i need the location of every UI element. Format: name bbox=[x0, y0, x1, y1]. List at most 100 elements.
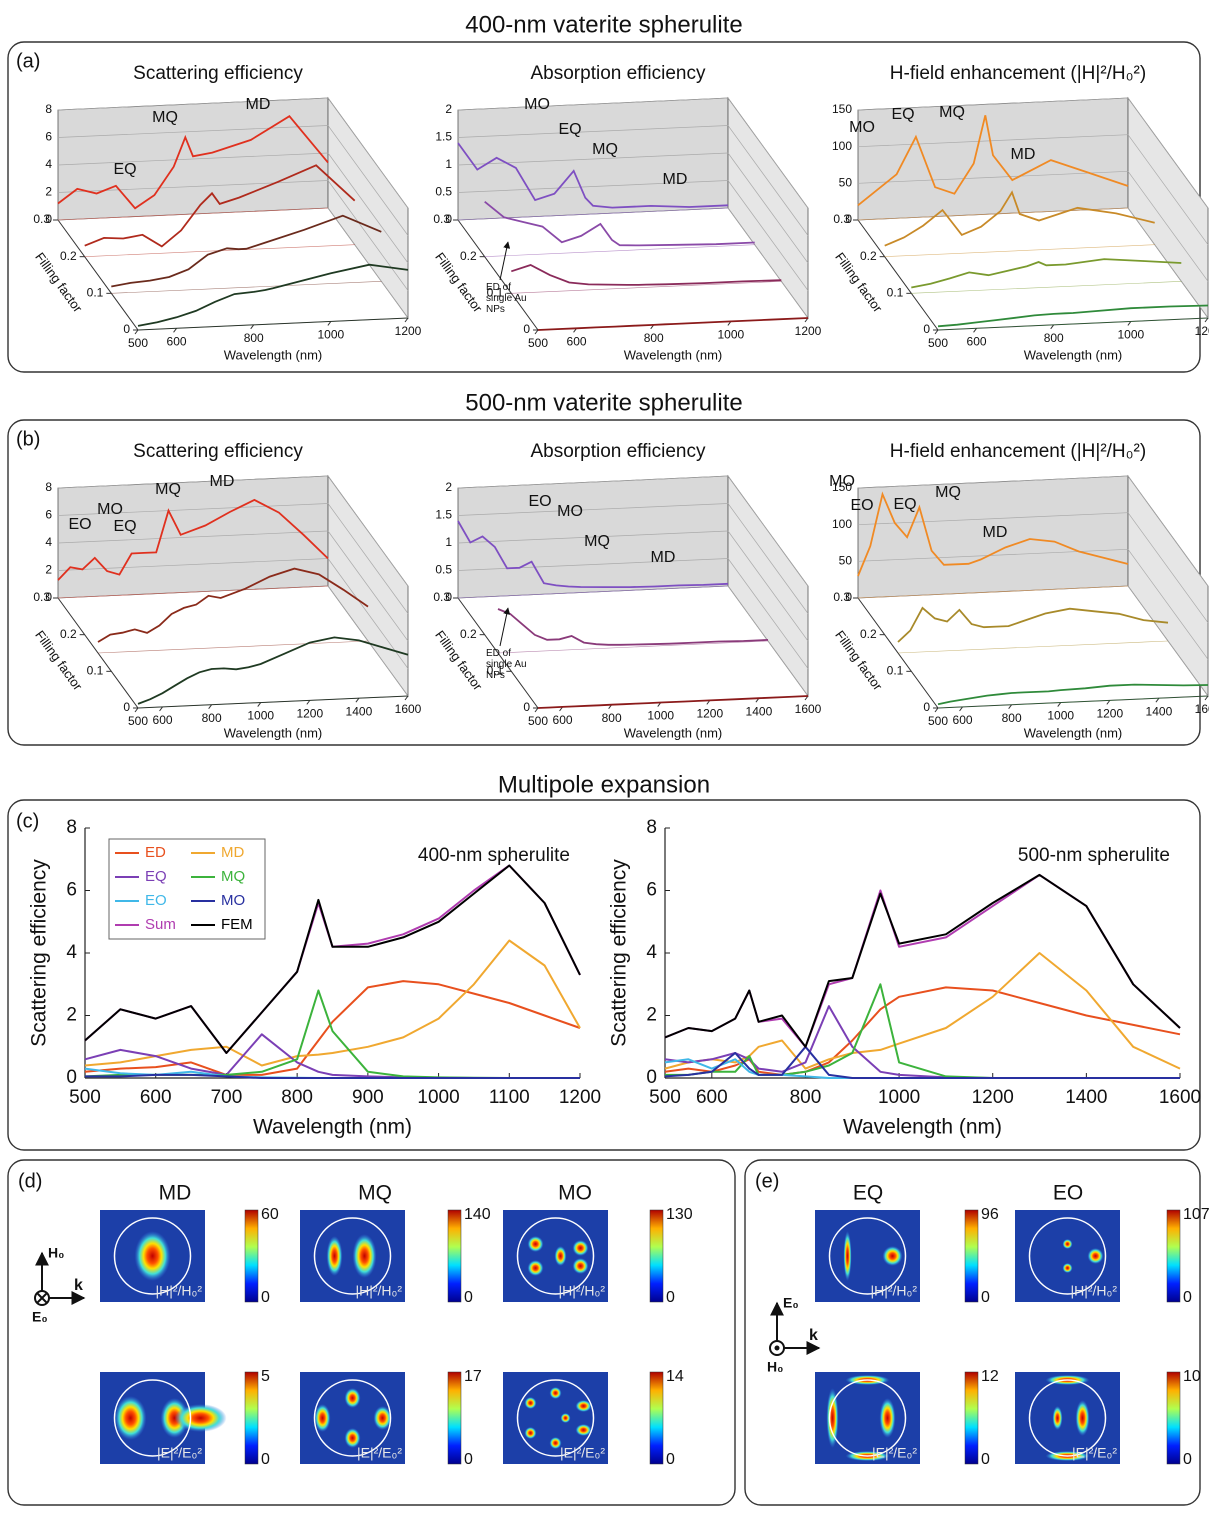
spectrum-line bbox=[537, 695, 809, 709]
field-hotspot bbox=[575, 1400, 592, 1412]
y-tick-label: 0 bbox=[646, 1067, 657, 1088]
y-tick-label: 0.1 bbox=[487, 664, 504, 678]
spectrum-line bbox=[137, 636, 409, 705]
annotation-text: ED of single Au NPs bbox=[486, 282, 527, 315]
series-line bbox=[665, 983, 1180, 1079]
z-tick-label: 2 bbox=[445, 102, 452, 116]
legend-label: EQ bbox=[145, 868, 167, 885]
y-tick-label: 0.1 bbox=[87, 664, 104, 678]
baseline bbox=[457, 585, 729, 599]
chart-title: H-field enhancement (|H|²/H₀²) bbox=[890, 441, 1146, 462]
annotation: EQ bbox=[558, 121, 581, 138]
baseline bbox=[137, 317, 409, 331]
particle-outline bbox=[516, 1217, 595, 1295]
x-tick-label: 900 bbox=[352, 1087, 384, 1108]
axis-symbol-label: k bbox=[74, 1277, 83, 1294]
annotation-arrow bbox=[499, 607, 511, 647]
tick-mark bbox=[1204, 317, 1209, 323]
annotation: MQ bbox=[935, 484, 961, 501]
x-tick-label: 1000 bbox=[318, 328, 345, 342]
colorbar-min: 0 bbox=[981, 1451, 990, 1468]
tick-mark bbox=[973, 327, 977, 333]
y-tick-label: 6 bbox=[66, 880, 77, 901]
x-tick-label: 800 bbox=[790, 1087, 822, 1108]
y-tick-label: 0.2 bbox=[460, 627, 477, 641]
grid-line bbox=[1127, 549, 1209, 660]
tick-mark bbox=[1050, 324, 1055, 330]
y-tick-label: 0 bbox=[923, 700, 930, 714]
x-tick-label: 1000 bbox=[718, 328, 745, 342]
particle-outline bbox=[313, 1217, 392, 1295]
grid-line bbox=[727, 530, 809, 642]
grid-line bbox=[327, 125, 409, 236]
annotation: EQ bbox=[113, 518, 136, 535]
z-tick-label: 100 bbox=[832, 517, 852, 531]
y-tick-label: 4 bbox=[66, 942, 77, 963]
chart-title: Scattering efficiency bbox=[133, 63, 303, 84]
spectrum-line bbox=[937, 304, 1209, 328]
grid-line bbox=[57, 475, 329, 489]
annotation: ED of single Au NPs bbox=[486, 282, 527, 315]
colorbar-min: 0 bbox=[1183, 1451, 1192, 1468]
grid-line bbox=[727, 558, 809, 669]
series-line bbox=[664, 1045, 1180, 1079]
y-tick-label: 0.1 bbox=[487, 286, 504, 300]
x-tick-label: 800 bbox=[1002, 711, 1022, 725]
panel-label: (d) bbox=[18, 1170, 42, 1192]
x-axis-label: Wavelength (nm) bbox=[253, 1116, 412, 1139]
field-hotspot bbox=[314, 1404, 331, 1432]
x-tick-label: 600 bbox=[140, 1087, 172, 1108]
baseline bbox=[497, 640, 769, 654]
tick-mark bbox=[306, 700, 311, 705]
field-hotspot bbox=[344, 1428, 361, 1448]
series-line bbox=[664, 873, 1181, 1048]
x-tick-label: 1000 bbox=[647, 709, 674, 723]
panel-frame bbox=[7, 1159, 736, 1506]
series-line bbox=[664, 873, 1181, 1048]
legend-label: Sum bbox=[145, 916, 176, 933]
annotation: EQ bbox=[891, 106, 914, 123]
x-tick-label: 800 bbox=[202, 711, 222, 725]
z-tick-label: 0 bbox=[45, 590, 52, 604]
annotation: MQ bbox=[155, 481, 181, 498]
axis-symbol-label: k bbox=[809, 1327, 818, 1344]
z-tick-label: 1 bbox=[445, 157, 452, 171]
side-wall bbox=[1127, 96, 1209, 320]
panel-label: (b) bbox=[16, 428, 40, 450]
spectrum-line bbox=[111, 214, 382, 288]
grid-line bbox=[727, 207, 809, 319]
x-tick-label: 1400 bbox=[1065, 1087, 1107, 1108]
annotation: EO bbox=[68, 516, 91, 533]
field-hotspot bbox=[554, 1246, 567, 1266]
grid-line bbox=[857, 97, 1129, 111]
tick-mark bbox=[1127, 321, 1132, 326]
colorbar bbox=[1166, 1209, 1181, 1303]
grid-line bbox=[1127, 97, 1209, 209]
colorbar bbox=[244, 1209, 259, 1303]
legend-label: EO bbox=[145, 892, 167, 909]
field-hotspot bbox=[174, 1404, 227, 1432]
field-hotspot bbox=[326, 1236, 343, 1276]
colorbar-min: 0 bbox=[464, 1451, 473, 1468]
annotation: EO bbox=[850, 497, 873, 514]
y-tick-label: 0 bbox=[923, 322, 930, 336]
x-axis-label: Wavelength (nm) bbox=[224, 725, 323, 740]
z-tick-label: 8 bbox=[45, 102, 52, 116]
spectrum-line bbox=[84, 164, 356, 248]
x-tick-label: 1000 bbox=[417, 1087, 459, 1108]
panel-frame bbox=[7, 799, 1201, 1151]
z-tick-label: 100 bbox=[832, 139, 852, 153]
colorbar-max: 14 bbox=[666, 1368, 684, 1385]
field-quantity: |H|²/H₀² bbox=[155, 1283, 202, 1299]
field-quantity: |H|²/H₀² bbox=[558, 1283, 605, 1299]
colorbar-max: 12 bbox=[981, 1368, 999, 1385]
colorbar-max: 60 bbox=[261, 1206, 279, 1223]
tick-mark bbox=[404, 317, 409, 323]
baseline bbox=[884, 244, 1155, 257]
tick-mark bbox=[173, 327, 177, 333]
colorbar-max: 130 bbox=[666, 1206, 693, 1223]
baseline bbox=[97, 640, 369, 654]
grid-line bbox=[327, 180, 409, 291]
x-axis-label: Wavelength (nm) bbox=[624, 347, 723, 362]
z-tick-label: 6 bbox=[45, 508, 52, 522]
